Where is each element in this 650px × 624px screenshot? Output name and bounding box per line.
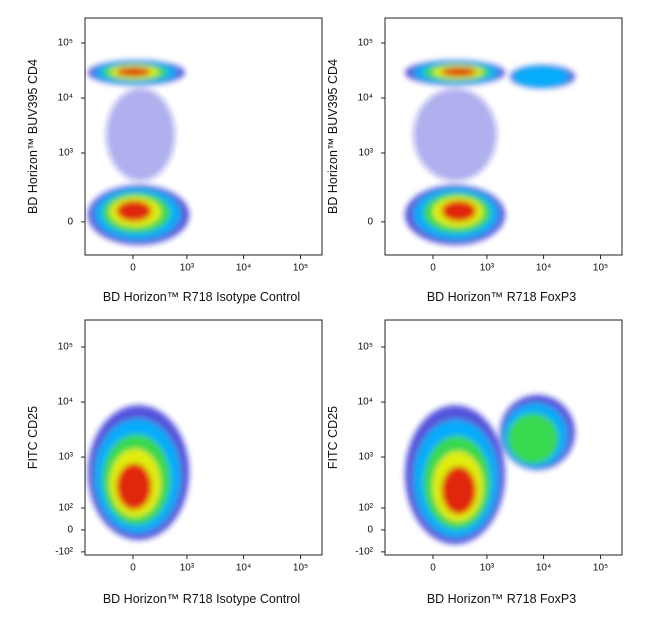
x-axis-label: BD Horizon™ R718 FoxP3 — [427, 592, 576, 606]
density-level — [441, 200, 477, 222]
x-tick-label: 10⁵ — [593, 563, 608, 574]
y-axis-label: BD Horizon™ BUV395 CD4 — [26, 59, 40, 214]
x-tick-label: 10⁵ — [593, 263, 608, 274]
plot-frame — [84, 319, 323, 556]
density-level — [116, 200, 152, 222]
y-tick-label: 10⁵ — [358, 342, 373, 353]
x-tick-label: 10³ — [180, 263, 195, 274]
x-axis-label: BD Horizon™ R718 FoxP3 — [427, 290, 576, 304]
y-tick-label: 10⁵ — [358, 38, 373, 49]
x-axis-label: BD Horizon™ R718 Isotype Control — [103, 592, 300, 606]
x-tick-label: 10⁴ — [236, 563, 251, 574]
density-level — [441, 466, 477, 515]
plot: 0 10³ 10⁴ 10⁵ -10² 0 10² 10³ 10⁴ 10⁵ BD Horizon™ R… — [326, 319, 623, 606]
plot: 0 10³ 10⁴ 10⁵ -10² 0 10² 10³ 10⁴ 10⁵ BD Horizon™ R… — [26, 319, 323, 606]
y-tick-label: -10² — [55, 547, 73, 558]
x-tick-label: 10³ — [480, 563, 495, 574]
x-tick-label: 0 — [430, 263, 436, 274]
y-axis-label: FITC CD25 — [26, 406, 40, 469]
y-tick-label: 10⁴ — [358, 93, 373, 104]
y-axis-label: BD Horizon™ BUV395 CD4 — [326, 59, 340, 214]
x-tick-label: 0 — [130, 563, 136, 574]
density-area — [404, 60, 575, 245]
plot: 0 10³ 10⁴ 10⁵ 0 10³ 10⁴ 10⁵ BD Horizon™ R718 Iso… — [26, 17, 323, 304]
density-area — [87, 60, 190, 245]
y-tick-label: 10³ — [359, 452, 374, 463]
y-tick-label: 0 — [67, 217, 73, 228]
x-tick-label: 10⁴ — [536, 263, 551, 274]
y-tick-label: 10² — [359, 503, 374, 514]
x-tick-label: 0 — [430, 563, 436, 574]
x-tick-label: 0 — [130, 263, 136, 274]
y-tick-label: 10⁴ — [58, 397, 73, 408]
density-area — [87, 405, 190, 540]
density-area — [404, 394, 575, 545]
y-tick-label: 10³ — [59, 148, 74, 159]
density-level — [116, 463, 152, 510]
density-level — [413, 88, 497, 181]
density-level — [106, 88, 175, 181]
density-level — [513, 66, 569, 87]
y-tick-label: 10³ — [359, 148, 374, 159]
x-axis-label: BD Horizon™ R718 Isotype Control — [103, 290, 300, 304]
x-tick-label: 10⁵ — [293, 563, 308, 574]
y-tick-label: 0 — [67, 525, 73, 536]
y-axis-label: FITC CD25 — [326, 406, 340, 469]
x-tick-label: 10³ — [180, 563, 195, 574]
y-tick-label: 0 — [367, 525, 373, 536]
y-tick-label: 10² — [59, 503, 74, 514]
plot-frame — [384, 319, 623, 556]
x-tick-label: 10⁴ — [236, 263, 251, 274]
y-tick-label: -10² — [355, 547, 373, 558]
plot-frame — [384, 17, 623, 256]
y-tick-label: 10⁵ — [58, 38, 73, 49]
x-tick-label: 10⁵ — [293, 263, 308, 274]
y-tick-label: 10³ — [59, 452, 74, 463]
density-level — [441, 67, 477, 77]
y-tick-label: 10⁴ — [58, 93, 73, 104]
x-tick-label: 10⁴ — [536, 563, 551, 574]
plot-frame — [84, 17, 323, 256]
plot: 0 10³ 10⁴ 10⁵ 0 10³ 10⁴ 10⁵ BD Horizon™ R718 Fox… — [326, 17, 623, 304]
y-tick-label: 10⁴ — [358, 397, 373, 408]
y-tick-label: 0 — [367, 217, 373, 228]
y-tick-label: 10⁵ — [58, 342, 73, 353]
x-tick-label: 10³ — [480, 263, 495, 274]
density-level — [116, 67, 151, 77]
density-level — [507, 413, 559, 464]
